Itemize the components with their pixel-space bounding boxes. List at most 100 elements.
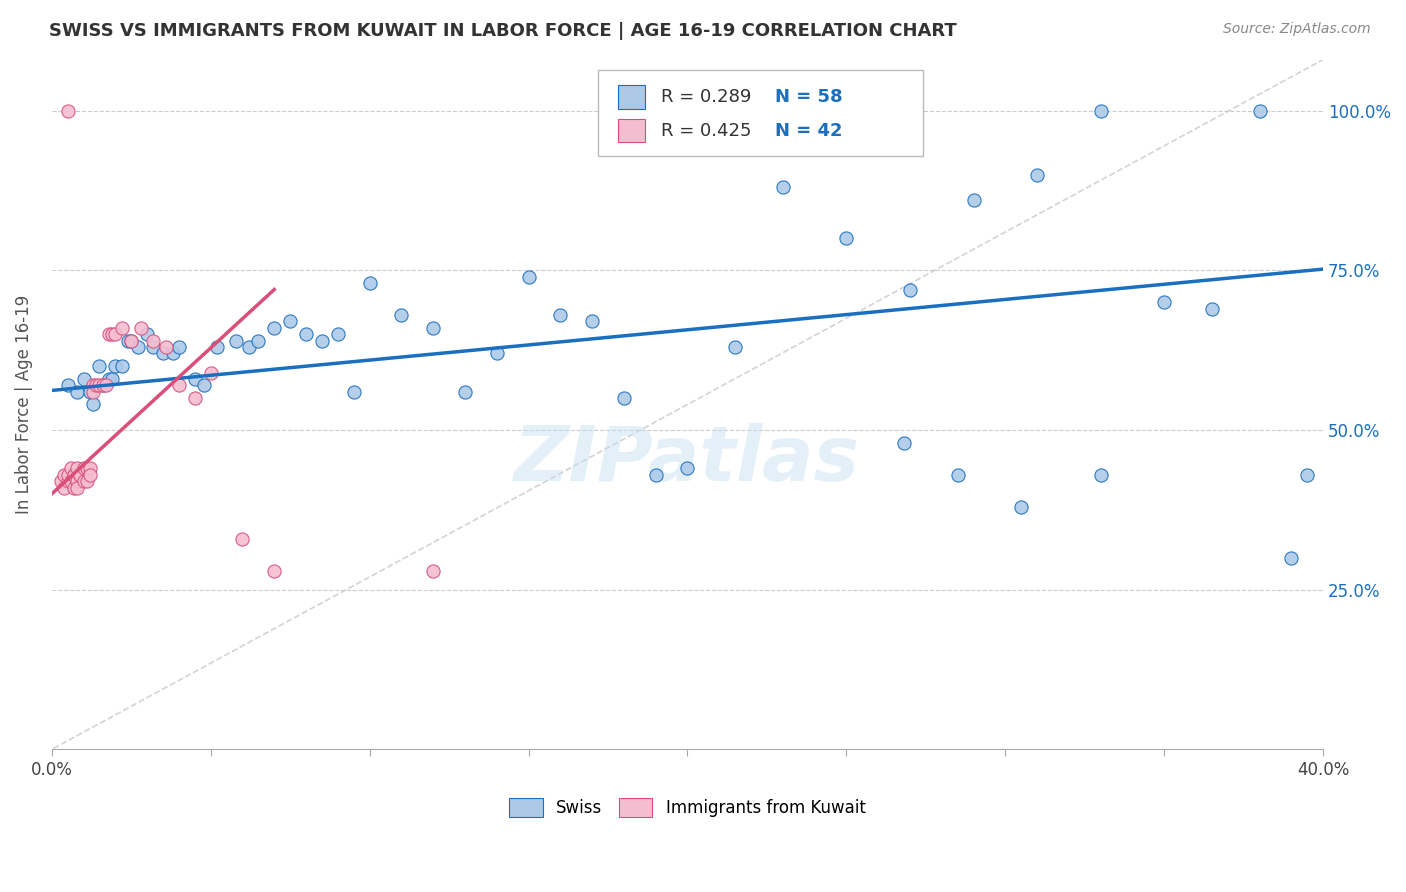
- Point: [1026, 168, 1049, 182]
- Point: [66, 461, 89, 475]
- Point: [101, 327, 124, 342]
- Point: [1090, 103, 1112, 118]
- Legend: Swiss, Immigrants from Kuwait: Swiss, Immigrants from Kuwait: [503, 791, 872, 824]
- Point: [343, 384, 366, 399]
- Point: [82, 384, 104, 399]
- Point: [142, 340, 165, 354]
- Point: [97, 327, 120, 342]
- Point: [231, 532, 253, 546]
- Point: [101, 372, 124, 386]
- Point: [104, 359, 127, 374]
- Point: [72, 372, 94, 386]
- Point: [59, 461, 82, 475]
- Point: [193, 378, 215, 392]
- Point: [946, 467, 969, 482]
- Point: [63, 467, 86, 482]
- Point: [63, 467, 86, 482]
- Point: [56, 103, 79, 118]
- Point: [389, 308, 412, 322]
- Point: [155, 340, 177, 354]
- Text: Source: ZipAtlas.com: Source: ZipAtlas.com: [1223, 22, 1371, 37]
- Point: [63, 481, 86, 495]
- Point: [97, 372, 120, 386]
- Point: [66, 474, 89, 488]
- Point: [89, 359, 111, 374]
- Point: [76, 461, 98, 475]
- Point: [1201, 301, 1223, 316]
- Point: [676, 461, 699, 475]
- Point: [893, 435, 915, 450]
- Point: [613, 391, 636, 405]
- Point: [1279, 550, 1302, 565]
- Point: [1296, 467, 1319, 482]
- FancyBboxPatch shape: [617, 86, 645, 109]
- Point: [1010, 500, 1032, 514]
- Point: [79, 467, 101, 482]
- Point: [184, 391, 207, 405]
- Point: [89, 378, 111, 392]
- Point: [550, 308, 572, 322]
- Point: [772, 180, 794, 194]
- Point: [278, 314, 301, 328]
- Point: [76, 474, 98, 488]
- Point: [56, 378, 79, 392]
- Point: [117, 334, 139, 348]
- Point: [53, 481, 76, 495]
- Point: [184, 372, 207, 386]
- Point: [225, 334, 247, 348]
- Text: R = 0.289: R = 0.289: [661, 88, 751, 106]
- Point: [82, 378, 104, 392]
- Point: [120, 334, 142, 348]
- Point: [485, 346, 508, 360]
- Point: [311, 334, 333, 348]
- Point: [167, 378, 190, 392]
- Point: [644, 467, 666, 482]
- Point: [238, 340, 260, 354]
- Point: [59, 474, 82, 488]
- Point: [142, 334, 165, 348]
- Point: [120, 334, 142, 348]
- Point: [94, 378, 117, 392]
- Point: [581, 314, 603, 328]
- Point: [724, 340, 747, 354]
- Point: [263, 321, 285, 335]
- Point: [962, 193, 984, 207]
- Text: SWISS VS IMMIGRANTS FROM KUWAIT IN LABOR FORCE | AGE 16-19 CORRELATION CHART: SWISS VS IMMIGRANTS FROM KUWAIT IN LABOR…: [49, 22, 957, 40]
- FancyBboxPatch shape: [599, 70, 922, 156]
- Point: [898, 283, 921, 297]
- Point: [72, 474, 94, 488]
- Point: [422, 564, 444, 578]
- Point: [79, 461, 101, 475]
- Point: [359, 276, 381, 290]
- Point: [247, 334, 270, 348]
- Text: N = 58: N = 58: [775, 88, 842, 106]
- Point: [152, 346, 174, 360]
- Point: [136, 327, 159, 342]
- Point: [205, 340, 228, 354]
- Point: [56, 467, 79, 482]
- Point: [295, 327, 318, 342]
- Point: [835, 231, 858, 245]
- Point: [72, 461, 94, 475]
- Point: [69, 467, 91, 482]
- Point: [326, 327, 349, 342]
- Point: [1153, 295, 1175, 310]
- Text: N = 42: N = 42: [775, 121, 842, 139]
- Point: [1249, 103, 1271, 118]
- Point: [51, 474, 73, 488]
- Point: [162, 346, 184, 360]
- Point: [53, 467, 76, 482]
- Point: [200, 366, 222, 380]
- Point: [517, 269, 540, 284]
- Y-axis label: In Labor Force | Age 16-19: In Labor Force | Age 16-19: [15, 295, 32, 514]
- Point: [91, 378, 114, 392]
- Point: [111, 359, 134, 374]
- Point: [167, 340, 190, 354]
- Point: [84, 378, 107, 392]
- Point: [56, 474, 79, 488]
- Point: [104, 327, 127, 342]
- Point: [111, 321, 134, 335]
- Point: [422, 321, 444, 335]
- Point: [91, 378, 114, 392]
- Point: [127, 340, 149, 354]
